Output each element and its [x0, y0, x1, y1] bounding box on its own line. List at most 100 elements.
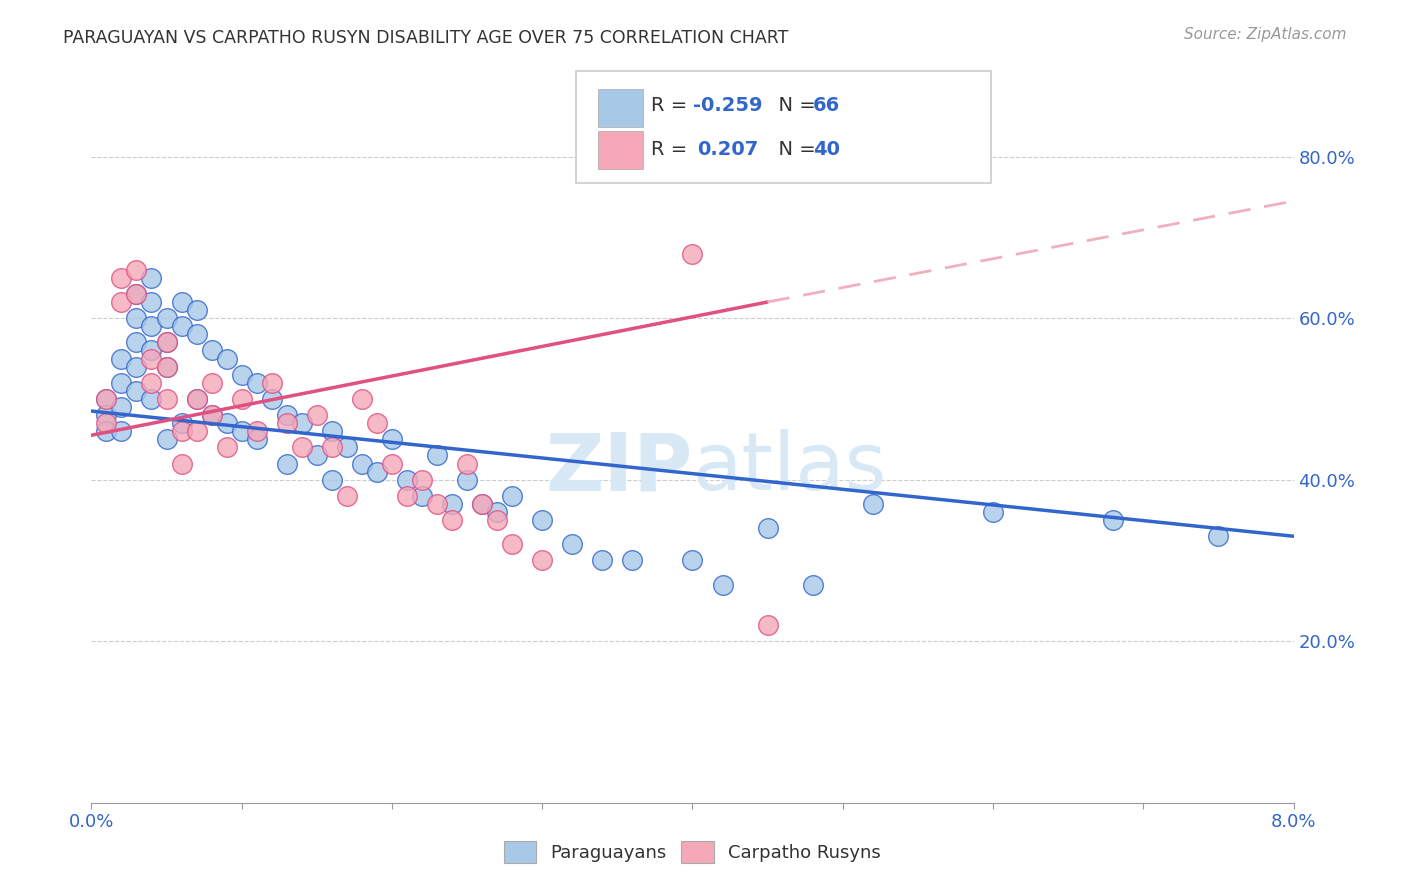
Point	[170, 416, 193, 430]
Point	[231, 424, 253, 438]
Point	[711, 578, 734, 592]
Text: PARAGUAYAN VS CARPATHO RUSYN DISABILITY AGE OVER 75 CORRELATION CHART: PARAGUAYAN VS CARPATHO RUSYN DISABILITY …	[63, 29, 789, 47]
Point	[125, 287, 148, 301]
Point	[411, 489, 433, 503]
Point	[440, 513, 463, 527]
Point	[381, 432, 404, 446]
Text: ZIP: ZIP	[546, 429, 692, 508]
Point	[186, 392, 208, 406]
Point	[291, 416, 314, 430]
Point	[125, 311, 148, 326]
Point	[125, 287, 148, 301]
Point	[426, 449, 449, 463]
Point	[305, 408, 328, 422]
Point	[426, 497, 449, 511]
Point	[125, 384, 148, 398]
Point	[411, 473, 433, 487]
Point	[141, 351, 163, 366]
Point	[395, 489, 418, 503]
Point	[186, 424, 208, 438]
Point	[291, 441, 314, 455]
Point	[681, 553, 703, 567]
Point	[756, 618, 779, 632]
Point	[246, 424, 269, 438]
Point	[366, 465, 388, 479]
Point	[260, 392, 283, 406]
Point	[501, 489, 523, 503]
Point	[321, 424, 343, 438]
Point	[246, 376, 269, 390]
Point	[471, 497, 494, 511]
Point	[276, 416, 298, 430]
Legend: Paraguayans, Carpatho Rusyns: Paraguayans, Carpatho Rusyns	[496, 834, 889, 870]
Point	[96, 424, 118, 438]
Point	[215, 416, 238, 430]
Point	[276, 408, 298, 422]
Point	[155, 359, 177, 374]
Point	[531, 553, 554, 567]
Point	[201, 408, 224, 422]
Point	[591, 553, 613, 567]
Point	[125, 359, 148, 374]
Point	[201, 376, 224, 390]
Point	[170, 295, 193, 310]
Point	[321, 473, 343, 487]
Point	[260, 376, 283, 390]
Point	[170, 319, 193, 334]
Point	[471, 497, 494, 511]
Point	[141, 319, 163, 334]
Point	[125, 335, 148, 350]
Point	[155, 335, 177, 350]
Point	[305, 449, 328, 463]
Text: atlas: atlas	[692, 429, 887, 508]
Point	[1102, 513, 1125, 527]
Point	[186, 392, 208, 406]
Point	[155, 311, 177, 326]
Text: 0.207: 0.207	[697, 140, 759, 160]
Point	[681, 246, 703, 260]
Point	[231, 368, 253, 382]
Point	[110, 376, 132, 390]
Text: 40: 40	[813, 140, 839, 160]
Point	[141, 270, 163, 285]
Point	[141, 295, 163, 310]
Point	[440, 497, 463, 511]
Point	[110, 351, 132, 366]
Point	[336, 441, 359, 455]
Point	[231, 392, 253, 406]
Point	[531, 513, 554, 527]
Point	[170, 424, 193, 438]
Point	[350, 457, 373, 471]
Point	[215, 441, 238, 455]
Point	[170, 457, 193, 471]
Point	[201, 343, 224, 358]
Point	[486, 505, 509, 519]
Point	[395, 473, 418, 487]
Text: R =: R =	[651, 140, 700, 160]
Point	[321, 441, 343, 455]
Point	[155, 335, 177, 350]
Text: -0.259: -0.259	[693, 95, 762, 115]
Point	[96, 392, 118, 406]
Point	[621, 553, 644, 567]
Point	[186, 327, 208, 342]
Point	[141, 392, 163, 406]
Point	[141, 343, 163, 358]
Point	[186, 303, 208, 318]
Point	[141, 376, 163, 390]
Point	[366, 416, 388, 430]
Point	[155, 392, 177, 406]
Point	[456, 457, 478, 471]
Point	[756, 521, 779, 535]
Point	[96, 416, 118, 430]
Point	[96, 408, 118, 422]
Text: R =: R =	[651, 95, 693, 115]
Point	[336, 489, 359, 503]
Point	[125, 262, 148, 277]
Point	[350, 392, 373, 406]
Point	[486, 513, 509, 527]
Point	[110, 270, 132, 285]
Point	[981, 505, 1004, 519]
Point	[155, 359, 177, 374]
Point	[561, 537, 583, 551]
